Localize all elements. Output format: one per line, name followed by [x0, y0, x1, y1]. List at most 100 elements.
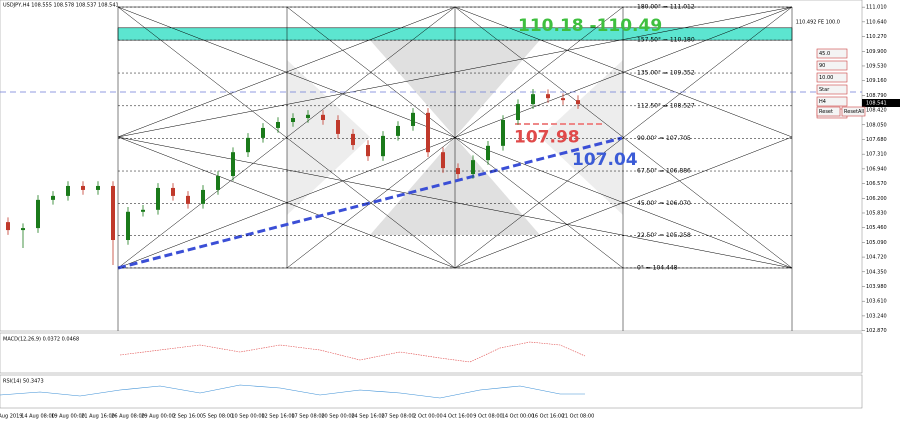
- y-tick-label: 106.200: [866, 196, 887, 202]
- candle-body: [501, 120, 505, 146]
- y-tick-label: 109.160: [866, 78, 887, 84]
- candle-body: [471, 160, 475, 175]
- x-tick-label: 12 Sep 16:00: [261, 414, 294, 420]
- candle-body: [396, 125, 400, 136]
- candle-body: [51, 195, 55, 200]
- y-tick-label: 104.350: [866, 269, 887, 275]
- macd-label: MACD(12,26,9) 0.0372 0.0468: [3, 337, 79, 343]
- x-tick-label: 21 Aug 16:00: [81, 414, 115, 420]
- y-tick-label: 111.010: [866, 5, 887, 11]
- candle-body: [126, 211, 130, 241]
- x-tick-label: 26 Aug 08:00: [111, 414, 145, 420]
- fe-label: 110.492 FE 100.0: [796, 20, 840, 26]
- candle-body: [21, 228, 25, 231]
- panel-button[interactable]: [816, 72, 848, 83]
- candle-body: [321, 114, 325, 121]
- y-tick-label: 102.870: [866, 328, 887, 334]
- level-label: 67.50° = 106.886: [637, 168, 691, 175]
- candle-body: [96, 185, 100, 190]
- y-tick-label: 107.310: [866, 152, 887, 158]
- zone-label: 110.18 -110.49: [518, 16, 662, 36]
- candle-body: [261, 127, 265, 138]
- x-tick-label: 5 Sep 08:00: [203, 414, 233, 420]
- gann-line: [117, 136, 456, 269]
- candle-body: [6, 222, 10, 231]
- y-tick-label: 109.900: [866, 49, 887, 55]
- x-tick-label: 19 Aug 00:00: [51, 414, 85, 420]
- candle-body: [426, 112, 430, 153]
- x-tick-label: 16 Oct 16:00: [532, 414, 565, 420]
- candle-body: [276, 121, 280, 128]
- candle-body: [561, 98, 565, 101]
- candle-body: [246, 137, 250, 153]
- level-label: 180.00° = 111.012: [637, 4, 695, 11]
- x-tick-label: 4 Oct 16:00: [443, 414, 472, 420]
- y-tick-label: 110.270: [866, 34, 887, 40]
- candle-body: [381, 135, 385, 157]
- y-tick-label: 106.570: [866, 181, 887, 187]
- x-tick-label: 20 Sep 00:00: [321, 414, 354, 420]
- candle-body: [81, 185, 85, 190]
- button-label[interactable]: 10.00: [819, 75, 833, 81]
- y-tick-label: 105.090: [866, 240, 887, 246]
- candle-body: [546, 94, 550, 99]
- y-tick-label: 109.530: [866, 63, 887, 69]
- panel-button[interactable]: [816, 106, 841, 117]
- button-label[interactable]: ResetAll: [844, 109, 864, 115]
- x-tick-label: 9 Aug 2019: [0, 414, 22, 420]
- candle-body: [216, 176, 220, 190]
- rsi-panel: [0, 374, 863, 409]
- gann-shade: [540, 60, 623, 215]
- candle-body: [336, 120, 340, 134]
- x-tick-label: 9 Oct 08:00: [473, 414, 502, 420]
- panel-button[interactable]: [816, 96, 848, 107]
- y-tick-label: 108.790: [866, 93, 887, 99]
- y-tick-label: 103.610: [866, 299, 887, 305]
- button-label[interactable]: 45.0: [819, 51, 830, 57]
- level-label: 0° = 104.448: [637, 264, 678, 271]
- candle-body: [576, 100, 580, 105]
- button-label[interactable]: 90: [819, 63, 825, 69]
- x-tick-label: 14 Aug 08:00: [21, 414, 55, 420]
- y-tick-label: 110.640: [866, 19, 887, 25]
- candle-body: [66, 185, 70, 196]
- y-tick-label: 107.680: [866, 137, 887, 143]
- rsi-line: [0, 384, 585, 399]
- button-label[interactable]: H4: [819, 99, 826, 105]
- rsi-label: RSI(14) 50.3473: [3, 379, 44, 385]
- x-tick-label: 2 Sep 16:00: [173, 414, 203, 420]
- candle-body: [171, 187, 175, 196]
- candle-body: [156, 187, 160, 210]
- x-tick-label: 10 Sep 00:00: [231, 414, 264, 420]
- gann-line: [454, 136, 793, 269]
- button-label[interactable]: Reset: [819, 109, 833, 115]
- level-label: 90.00° = 107.705: [637, 135, 691, 142]
- level-label: 157.50° = 110.180: [637, 37, 695, 44]
- panel-button[interactable]: [841, 106, 866, 117]
- trend-line: [117, 136, 623, 270]
- candle-body: [291, 118, 295, 122]
- x-tick-label: 24 Sep 16:00: [351, 414, 384, 420]
- candle-body: [201, 189, 205, 204]
- gann-line: [117, 6, 456, 269]
- level-label: 45.00° = 106.070: [637, 200, 691, 207]
- panel-button[interactable]: [816, 84, 848, 95]
- y-tick-label: 103.980: [866, 284, 887, 290]
- y-tick-label: 106.940: [866, 166, 887, 172]
- x-tick-label: 29 Aug 00:00: [141, 414, 175, 420]
- y-tick-label: 105.460: [866, 225, 887, 231]
- candle-body: [486, 145, 490, 161]
- candle-body: [441, 152, 445, 169]
- candle-body: [36, 199, 40, 229]
- button-label[interactable]: Star: [819, 87, 830, 93]
- panel-button[interactable]: [816, 48, 848, 59]
- candle-body: [516, 104, 520, 121]
- y-tick-label: 108.420: [866, 108, 887, 114]
- level-label: 135.00° = 109.352: [637, 70, 695, 77]
- candle-body: [531, 94, 535, 105]
- candle-body: [456, 168, 460, 175]
- y-tick-label: 104.720: [866, 255, 887, 261]
- gann-line: [454, 6, 793, 138]
- panel-button[interactable]: [816, 60, 848, 71]
- x-tick-label: 2 Oct 00:00: [413, 414, 442, 420]
